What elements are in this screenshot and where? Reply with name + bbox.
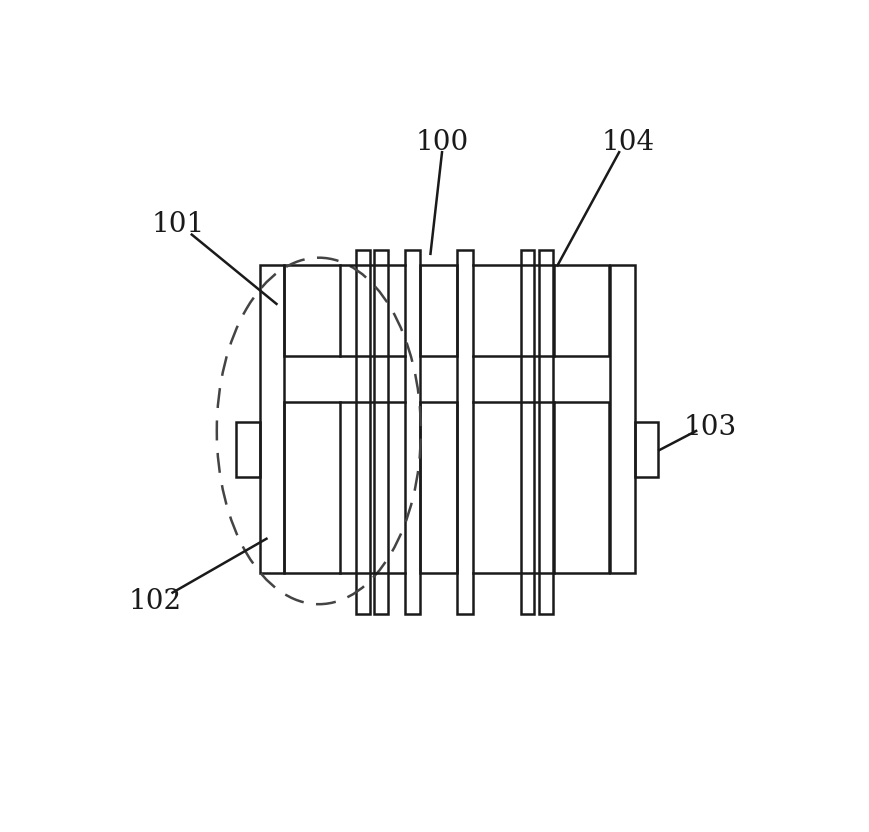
Bar xyxy=(284,265,339,356)
Bar xyxy=(420,265,457,356)
Bar xyxy=(609,265,634,573)
Bar xyxy=(259,265,284,573)
Bar xyxy=(553,265,608,356)
Bar xyxy=(539,250,553,614)
Text: 101: 101 xyxy=(152,211,205,238)
Bar xyxy=(634,422,658,477)
Bar xyxy=(520,250,534,614)
Text: 103: 103 xyxy=(683,414,736,441)
Bar xyxy=(553,403,608,573)
Bar xyxy=(355,250,369,614)
Text: 104: 104 xyxy=(601,129,654,156)
Bar xyxy=(284,403,339,573)
Bar xyxy=(374,250,388,614)
Bar xyxy=(405,250,420,614)
Bar xyxy=(457,250,472,614)
Bar xyxy=(420,403,457,573)
Bar xyxy=(236,422,260,477)
Text: 100: 100 xyxy=(415,129,468,156)
Text: 102: 102 xyxy=(129,588,182,616)
